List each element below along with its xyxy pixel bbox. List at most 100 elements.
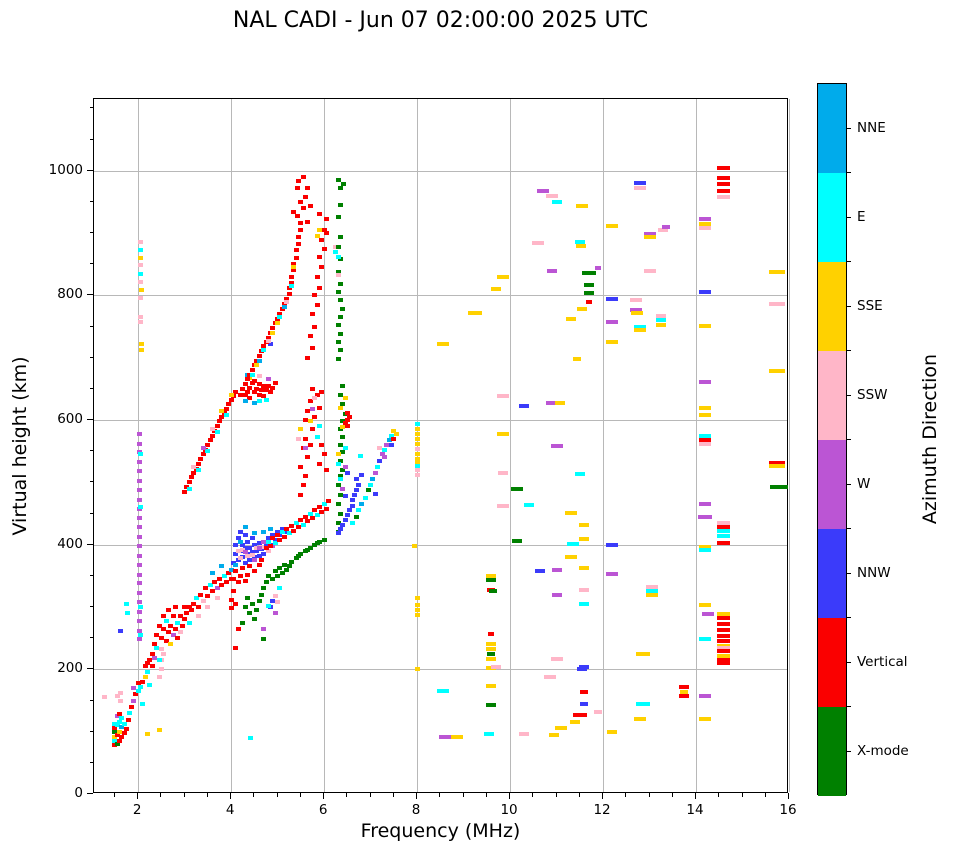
data-point (699, 502, 712, 507)
colorbar-tick-label: SSE (857, 297, 883, 314)
data-point (347, 414, 353, 419)
data-point (370, 477, 376, 482)
data-point (261, 539, 267, 544)
gridline-x (789, 99, 790, 792)
data-point (717, 615, 731, 620)
data-point (147, 657, 153, 662)
x-minor-tick (439, 793, 441, 797)
y-minor-tick (89, 107, 93, 109)
data-point (337, 202, 343, 207)
x-tick (416, 793, 418, 799)
x-tick (602, 793, 604, 799)
data-point (117, 729, 123, 734)
data-point (586, 300, 593, 305)
data-point (335, 452, 341, 457)
data-point (342, 517, 348, 522)
data-point (205, 605, 211, 609)
data-point (372, 492, 378, 497)
data-point (244, 389, 250, 394)
y-tick-label: 800 (57, 286, 83, 303)
data-point (112, 725, 118, 730)
data-point (131, 686, 136, 691)
data-point (414, 603, 420, 608)
data-point (769, 461, 786, 466)
data-point (312, 293, 318, 298)
data-point (309, 406, 315, 411)
data-point (136, 553, 142, 558)
data-point (606, 297, 619, 302)
gridline-x (696, 99, 698, 792)
data-point (551, 200, 562, 205)
data-point (265, 335, 271, 340)
data-point (112, 730, 118, 735)
data-point (316, 212, 322, 217)
data-point (326, 499, 332, 504)
data-point (296, 553, 302, 558)
data-point (275, 530, 281, 535)
x-tick (509, 793, 511, 799)
data-point (629, 297, 642, 302)
y-minor-tick (89, 606, 93, 607)
x-tick-label: 10 (500, 802, 518, 818)
data-point (291, 268, 297, 273)
data-point (170, 614, 176, 619)
data-point (114, 742, 120, 747)
data-point (127, 710, 133, 715)
data-point (207, 583, 213, 588)
data-point (251, 558, 257, 563)
data-point (228, 597, 234, 602)
data-point (298, 427, 304, 432)
y-tick (87, 294, 93, 296)
data-point (119, 715, 125, 720)
data-point (126, 718, 132, 723)
data-point (342, 494, 348, 499)
data-point (321, 537, 327, 542)
colorbar-segment-W (818, 440, 846, 529)
data-point (282, 535, 288, 540)
data-point (265, 573, 271, 578)
data-point (314, 512, 320, 517)
data-point (247, 611, 253, 616)
data-point (699, 221, 712, 226)
data-point (298, 492, 304, 497)
data-point (219, 408, 225, 413)
data-point (701, 612, 714, 617)
data-point (237, 530, 243, 535)
data-point (337, 348, 343, 353)
colorbar-tick (847, 216, 851, 218)
data-point (511, 487, 524, 492)
data-point (512, 538, 523, 543)
data-point (699, 437, 712, 442)
data-point (699, 413, 712, 418)
data-point (536, 189, 549, 194)
data-point (198, 592, 204, 597)
data-point (570, 720, 581, 725)
data-point (296, 242, 302, 247)
data-point (298, 517, 304, 522)
colorbar-segment-NNW (818, 529, 846, 618)
data-point (136, 591, 142, 596)
x-tick-label: 2 (132, 802, 142, 818)
data-point (699, 603, 712, 608)
data-point (247, 564, 253, 569)
data-point (235, 536, 241, 541)
data-point (136, 525, 142, 530)
y-minor-tick (89, 232, 93, 233)
data-point (136, 543, 142, 548)
y-minor-tick (89, 574, 93, 576)
data-point (300, 483, 306, 488)
data-point (769, 368, 786, 373)
data-point (699, 637, 712, 642)
gridline-y (94, 669, 787, 671)
data-point (230, 576, 236, 581)
data-point (265, 536, 271, 541)
data-point (340, 522, 346, 527)
colorbar-segment-NNE (818, 84, 846, 173)
x-minor-tick (741, 793, 743, 797)
data-point (438, 735, 451, 740)
colorbar-tick (847, 750, 851, 752)
colorbar-boundary-tick (847, 261, 851, 262)
y-minor-tick (89, 512, 93, 514)
data-point (137, 240, 143, 245)
data-point (286, 292, 292, 297)
